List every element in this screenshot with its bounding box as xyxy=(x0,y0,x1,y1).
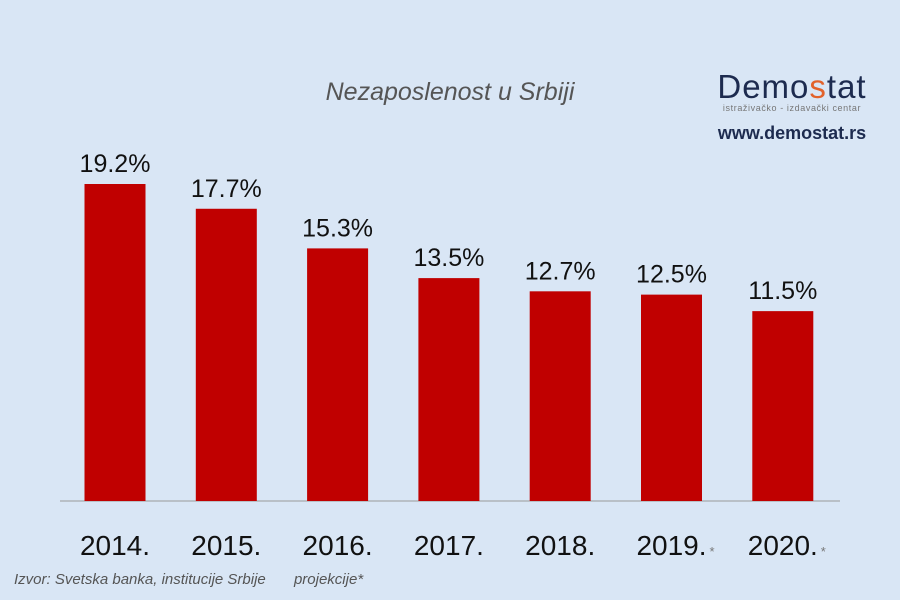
bar-2015 xyxy=(195,208,257,501)
projection-note: projekcije* xyxy=(293,571,364,588)
data-label: 15.3% xyxy=(302,214,373,242)
projection-marker: * xyxy=(710,544,715,559)
data-label: 19.2% xyxy=(80,150,151,178)
projection-marker: * xyxy=(821,544,826,559)
x-tick-label: 2020. xyxy=(748,530,818,561)
demostat-logo: Demostat istraživačko - izdavački centar… xyxy=(712,70,872,144)
source-note: Izvor: Svetska banka, institucije Srbije… xyxy=(14,571,387,588)
bar-2014 xyxy=(84,184,146,501)
x-tick-label: 2016. xyxy=(303,530,373,561)
bar-2018 xyxy=(529,291,591,501)
bar-2020 xyxy=(752,311,814,501)
data-label: 11.5% xyxy=(748,277,817,305)
data-label: 13.5% xyxy=(413,244,484,272)
x-tick-label: 2014. xyxy=(80,530,150,561)
bar-2019 xyxy=(641,294,702,501)
website-url[interactable]: www.demostat.rs xyxy=(717,123,867,143)
source-text: Izvor: Svetska banka, institucije Srbije xyxy=(14,571,266,588)
data-label: 12.5% xyxy=(636,261,707,289)
x-tick-label: 2017. xyxy=(414,530,484,561)
bar-2017 xyxy=(418,278,480,501)
data-label: 17.7% xyxy=(191,175,262,203)
logo-wordmark: Demostat xyxy=(717,68,867,105)
bar-2016 xyxy=(307,248,369,501)
x-tick-label: 2018. xyxy=(525,530,595,561)
data-label: 12.7% xyxy=(525,257,596,285)
chart-title: Nezaposlenost u Srbiji xyxy=(325,78,575,106)
x-tick-label: 2019. xyxy=(636,530,706,561)
x-tick-label: 2015. xyxy=(191,530,261,561)
logo-subtitle: istraživačko - izdavački centar xyxy=(722,103,862,113)
